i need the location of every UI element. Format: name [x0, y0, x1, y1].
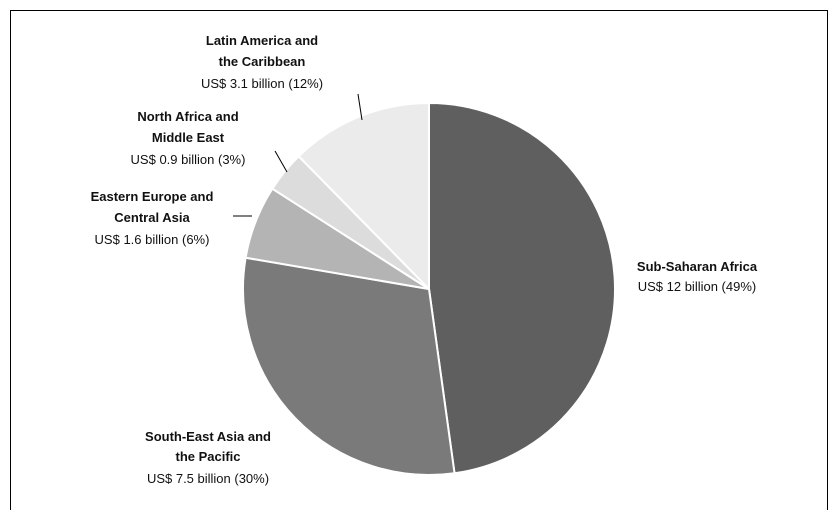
slice-label-name: Sub-Saharan Africa	[637, 259, 758, 274]
pie-slice-south-east-asia-pacific	[242, 256, 456, 476]
slice-label-name: the Pacific	[175, 449, 240, 464]
slice-label-value: US$ 12 billion (49%)	[638, 279, 757, 294]
slice-label-value: US$ 7.5 billion (30%)	[147, 471, 269, 486]
leader-line	[274, 150, 288, 173]
slice-label-name: Latin America and	[206, 33, 318, 48]
chart-frame	[10, 10, 828, 510]
slice-label-value: US$ 0.9 billion (3%)	[131, 152, 246, 167]
label-eastern-europe-central-asia: Eastern Europe and Central Asia US$ 1.6 …	[91, 189, 214, 247]
label-latin-america-caribbean: Latin America and the Caribbean US$ 3.1 …	[201, 33, 323, 91]
slice-label-name: Central Asia	[114, 210, 190, 225]
slice-label-value: US$ 1.6 billion (6%)	[95, 232, 210, 247]
pie-slice-sub-saharan-africa	[428, 101, 616, 475]
leader-line	[357, 93, 363, 121]
label-north-africa-middle-east: North Africa and Middle East US$ 0.9 bil…	[131, 109, 246, 167]
label-south-east-asia-pacific: South-East Asia and the Pacific US$ 7.5 …	[145, 429, 271, 486]
slice-label-name: South-East Asia and	[145, 429, 271, 444]
slice-label-value: US$ 3.1 billion (12%)	[201, 76, 323, 91]
slice-label-name: Eastern Europe and	[91, 189, 214, 204]
slice-label-name: the Caribbean	[219, 54, 306, 69]
pie-slice-latin-america-caribbean	[297, 101, 430, 292]
label-sub-saharan-africa: Sub-Saharan Africa US$ 12 billion (49%)	[637, 259, 758, 294]
slice-label-name: North Africa and	[137, 109, 238, 124]
slice-label-name: Middle East	[152, 130, 225, 145]
